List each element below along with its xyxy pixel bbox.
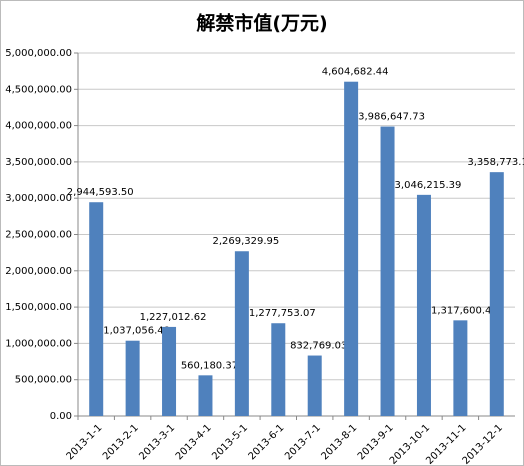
value-label: 3,358,773.13	[467, 157, 524, 168]
bar	[162, 326, 177, 416]
value-label: 1,037,056.48	[103, 326, 170, 337]
chart-title: 解禁市值(万元)	[196, 12, 327, 35]
y-tick-label: 1,500,000.00	[5, 302, 72, 313]
value-label: 2,944,593.50	[67, 187, 134, 198]
value-label: 832,769.03	[290, 341, 347, 352]
y-tick-label: 3,000,000.00	[5, 193, 72, 204]
y-tick-label: 4,000,000.00	[5, 121, 72, 132]
bar	[307, 355, 322, 416]
y-tick-label: 0.00	[50, 411, 72, 422]
value-label: 2,269,329.95	[212, 236, 279, 247]
y-tick-label: 4,500,000.00	[5, 84, 72, 95]
bar	[271, 323, 286, 416]
bar	[380, 126, 395, 417]
value-label: 3,986,647.73	[358, 112, 425, 123]
value-label: 3,046,215.39	[395, 180, 462, 191]
bar	[234, 251, 249, 416]
y-tick-label: 500,000.00	[15, 375, 72, 386]
bar	[125, 340, 140, 416]
y-tick-label: 1,000,000.00	[5, 338, 72, 349]
y-tick-label: 5,000,000.00	[5, 48, 72, 59]
y-tick-label: 2,500,000.00	[5, 230, 72, 241]
y-tick-label: 3,500,000.00	[5, 157, 72, 168]
value-label: 4,604,682.44	[322, 67, 389, 78]
bar	[453, 320, 468, 416]
bar	[489, 172, 504, 416]
bar	[416, 194, 431, 416]
value-label: 1,277,753.07	[249, 308, 316, 319]
bar	[89, 202, 104, 416]
bar	[198, 375, 213, 416]
bar	[344, 81, 359, 416]
value-label: 1,317,600.45	[431, 305, 498, 316]
value-label: 1,227,012.62	[140, 312, 207, 323]
value-label: 560,180.37	[181, 360, 238, 371]
y-tick-label: 2,000,000.00	[5, 266, 72, 277]
